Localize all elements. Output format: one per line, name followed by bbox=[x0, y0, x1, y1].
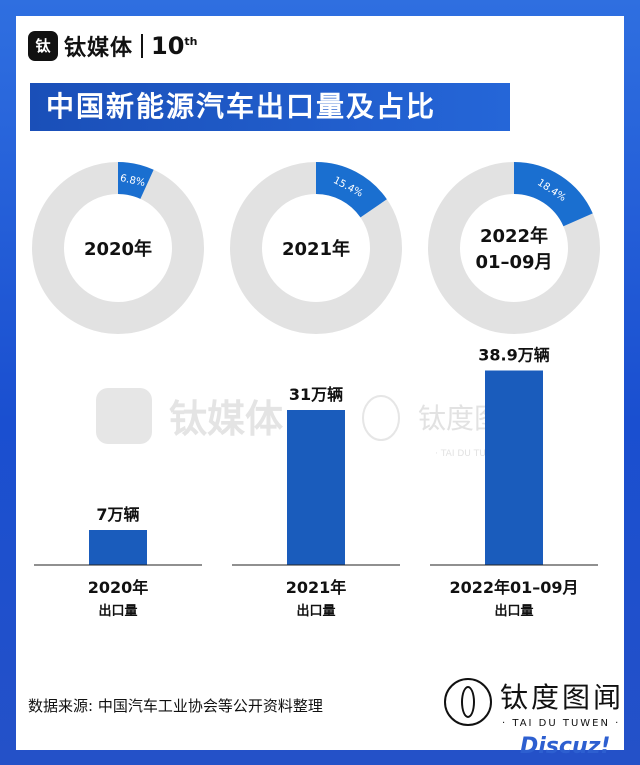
donut-slice bbox=[230, 162, 402, 334]
bar bbox=[287, 410, 345, 565]
watermark-logo-icon bbox=[96, 388, 152, 444]
bar-value-label: 31万辆 bbox=[289, 385, 343, 404]
watermark-left: 钛媒体 bbox=[169, 397, 283, 441]
brand-separator bbox=[141, 34, 144, 58]
data-source-note: 数据来源: 中国汽车工业协会等公开资料整理 bbox=[28, 697, 323, 715]
bar bbox=[89, 530, 147, 565]
bar-category-label: 2022年01–09月 bbox=[449, 578, 578, 597]
donut-slice bbox=[32, 162, 204, 334]
eye-logo-icon bbox=[444, 678, 492, 726]
donut-center-label: 2022年 bbox=[480, 225, 548, 247]
anniversary-number: 10 bbox=[151, 32, 185, 60]
brand-header: 钛 钛媒体 10th bbox=[28, 26, 198, 66]
infographic-card: 钛 钛媒体 10th 中国新能源汽车出口量及占比 钛媒体钛度图闻 · TAI DU… bbox=[16, 16, 624, 750]
bar-sublabel: 出口量 bbox=[98, 603, 137, 619]
brand-name: 钛媒体 bbox=[64, 36, 134, 61]
forum-watermark: Discuz! bbox=[520, 734, 611, 759]
watermark-eye-icon bbox=[362, 395, 400, 441]
donut-center-label: 2020年 bbox=[84, 238, 152, 260]
footer-brand-name: 钛度图闻 bbox=[500, 681, 625, 714]
donut-slice bbox=[428, 162, 600, 334]
bar-category-label: 2020年 bbox=[88, 578, 149, 597]
brand-anniversary: 10th bbox=[151, 32, 198, 60]
donut-center-label: 2021年 bbox=[282, 238, 350, 260]
bar-value-label: 7万辆 bbox=[96, 505, 139, 524]
bar-sublabel: 出口量 bbox=[296, 603, 335, 619]
watermark-right-sub: · TAI DU TUWEN · bbox=[435, 449, 513, 459]
bar-value-label: 38.9万辆 bbox=[478, 346, 549, 365]
page-title: 中国新能源汽车出口量及占比 bbox=[30, 83, 510, 131]
donut-percent-label: 6.8% bbox=[119, 173, 146, 189]
bar bbox=[485, 370, 543, 565]
bar-sublabel: 出口量 bbox=[494, 603, 533, 619]
footer-brand: 钛度图闻 · TAI DU TUWEN · bbox=[444, 666, 624, 746]
chart-canvas: 钛媒体 钛度图闻· TAI DU TUWEN ·6.8%2020年15.4%202… bbox=[32, 162, 600, 619]
brand-logo-icon: 钛 bbox=[28, 31, 58, 61]
anniversary-suffix: th bbox=[184, 35, 198, 48]
footer-brand-sub: · TAI DU TUWEN · bbox=[502, 718, 621, 729]
bar-category-label: 2021年 bbox=[286, 578, 347, 597]
donut-center-label: 01–09月 bbox=[475, 252, 552, 273]
